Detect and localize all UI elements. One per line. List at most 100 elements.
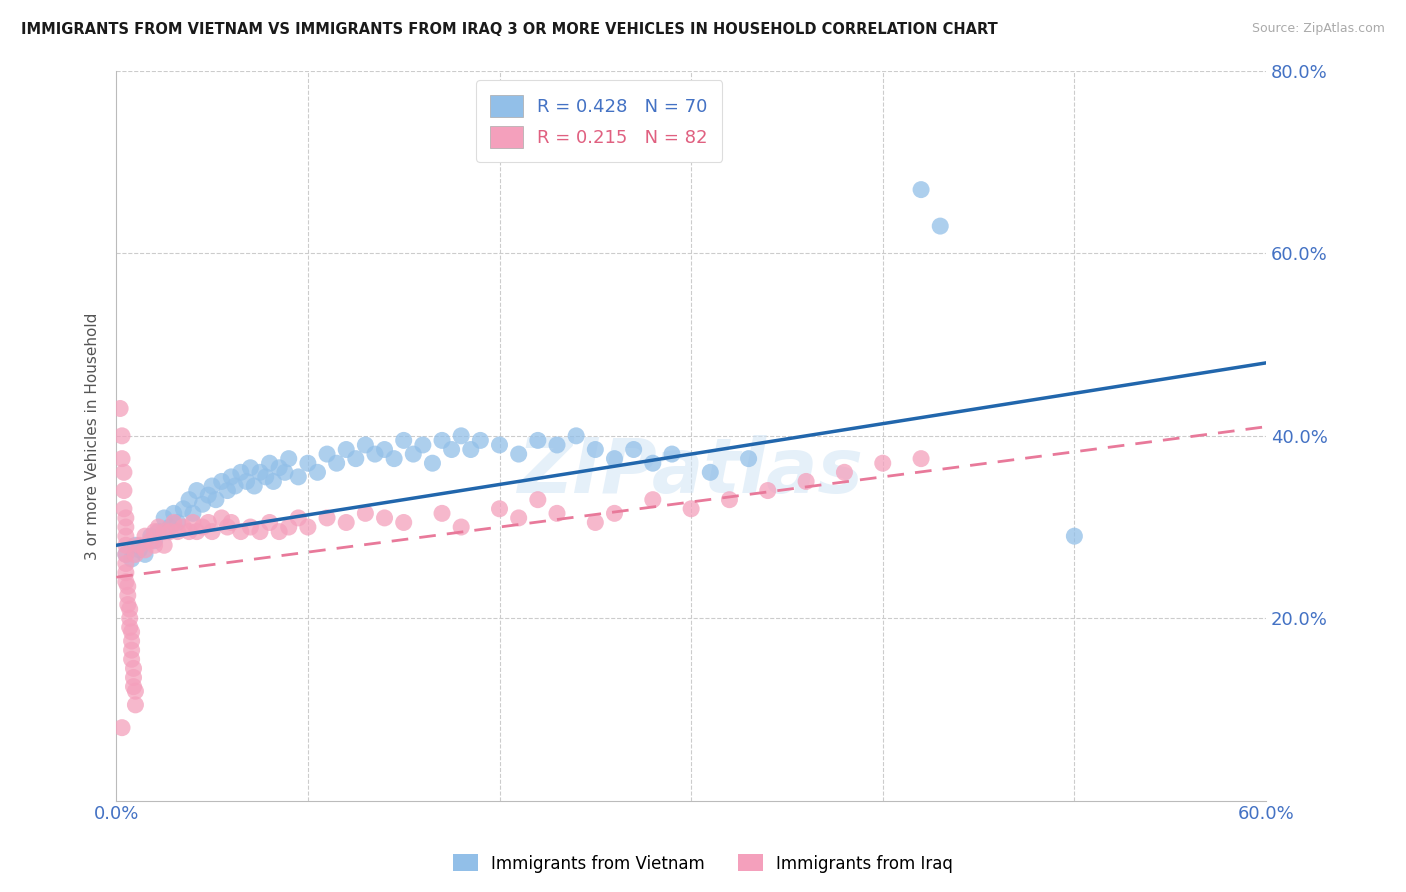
- Point: [153, 524, 176, 539]
- Point: [115, 557, 138, 571]
- Point: [470, 434, 492, 448]
- Point: [211, 475, 233, 489]
- Point: [364, 447, 387, 461]
- Point: [186, 483, 208, 498]
- Point: [124, 538, 146, 552]
- Point: [134, 548, 156, 562]
- Point: [527, 492, 550, 507]
- Point: [211, 511, 233, 525]
- Point: [373, 511, 395, 525]
- Point: [488, 501, 510, 516]
- Point: [111, 429, 134, 443]
- Point: [115, 574, 138, 589]
- Point: [249, 524, 271, 539]
- Point: [508, 447, 530, 461]
- Point: [121, 552, 143, 566]
- Point: [402, 447, 425, 461]
- Legend: Immigrants from Vietnam, Immigrants from Iraq: Immigrants from Vietnam, Immigrants from…: [446, 847, 960, 880]
- Point: [287, 511, 309, 525]
- Point: [430, 507, 453, 521]
- Point: [603, 507, 626, 521]
- Point: [450, 520, 472, 534]
- Point: [201, 479, 224, 493]
- Point: [163, 507, 186, 521]
- Point: [197, 488, 219, 502]
- Point: [219, 516, 242, 530]
- Point: [583, 516, 606, 530]
- Point: [277, 451, 299, 466]
- Point: [239, 460, 262, 475]
- Point: [661, 447, 683, 461]
- Point: [382, 451, 405, 466]
- Point: [392, 434, 415, 448]
- Point: [1063, 529, 1085, 543]
- Point: [910, 451, 932, 466]
- Point: [148, 520, 170, 534]
- Point: [794, 475, 817, 489]
- Point: [316, 511, 339, 525]
- Point: [197, 516, 219, 530]
- Point: [287, 470, 309, 484]
- Point: [128, 538, 150, 552]
- Point: [118, 602, 141, 616]
- Legend: R = 0.428   N = 70, R = 0.215   N = 82: R = 0.428 N = 70, R = 0.215 N = 82: [477, 80, 723, 162]
- Point: [224, 479, 246, 493]
- Point: [124, 548, 146, 562]
- Point: [239, 520, 262, 534]
- Point: [139, 533, 162, 548]
- Point: [134, 542, 156, 557]
- Point: [143, 538, 166, 552]
- Point: [143, 524, 166, 539]
- Point: [166, 524, 188, 539]
- Point: [121, 624, 143, 639]
- Point: [354, 438, 377, 452]
- Point: [565, 429, 588, 443]
- Point: [115, 529, 138, 543]
- Point: [117, 598, 139, 612]
- Y-axis label: 3 or more Vehicles in Household: 3 or more Vehicles in Household: [86, 312, 100, 559]
- Point: [112, 466, 135, 480]
- Point: [641, 492, 664, 507]
- Point: [274, 466, 297, 480]
- Point: [219, 470, 242, 484]
- Point: [186, 524, 208, 539]
- Point: [344, 451, 367, 466]
- Point: [139, 529, 162, 543]
- Point: [269, 460, 291, 475]
- Point: [117, 579, 139, 593]
- Point: [181, 516, 204, 530]
- Point: [641, 456, 664, 470]
- Point: [297, 520, 319, 534]
- Point: [325, 456, 347, 470]
- Point: [124, 698, 146, 712]
- Point: [177, 492, 200, 507]
- Point: [112, 501, 135, 516]
- Point: [143, 533, 166, 548]
- Point: [191, 497, 214, 511]
- Point: [354, 507, 377, 521]
- Text: Source: ZipAtlas.com: Source: ZipAtlas.com: [1251, 22, 1385, 36]
- Point: [217, 520, 239, 534]
- Point: [929, 219, 952, 233]
- Point: [546, 507, 568, 521]
- Point: [872, 456, 894, 470]
- Point: [259, 516, 281, 530]
- Point: [172, 520, 194, 534]
- Point: [115, 511, 138, 525]
- Point: [527, 434, 550, 448]
- Point: [205, 492, 228, 507]
- Point: [122, 661, 145, 675]
- Point: [681, 501, 703, 516]
- Point: [583, 442, 606, 457]
- Point: [166, 516, 188, 530]
- Point: [163, 516, 186, 530]
- Point: [834, 466, 856, 480]
- Point: [115, 520, 138, 534]
- Point: [134, 529, 156, 543]
- Point: [910, 183, 932, 197]
- Point: [440, 442, 463, 457]
- Point: [756, 483, 779, 498]
- Point: [153, 538, 176, 552]
- Point: [112, 483, 135, 498]
- Point: [737, 451, 759, 466]
